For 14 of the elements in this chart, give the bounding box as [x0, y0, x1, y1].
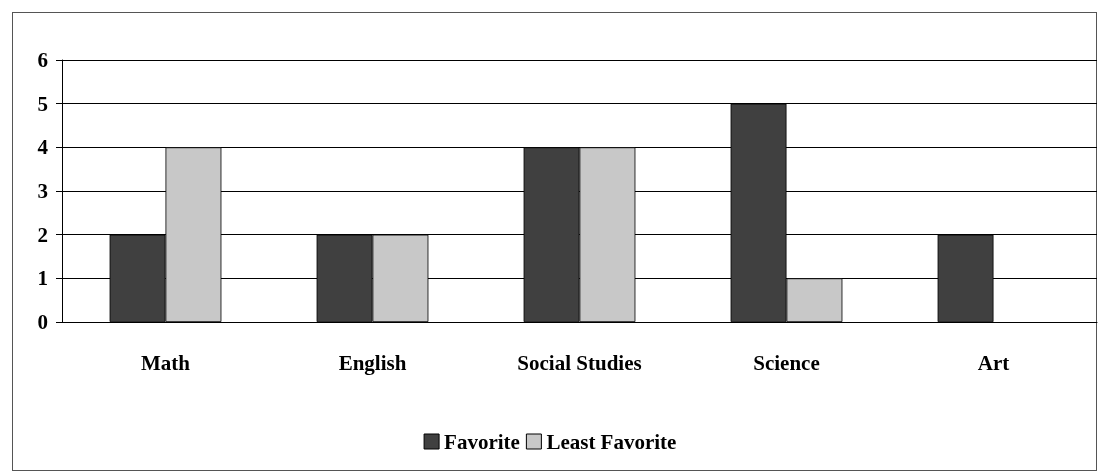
y-tick-label: 4	[37, 135, 49, 160]
x-tick-label: Art	[977, 350, 1010, 375]
x-tick-label: Math	[141, 350, 191, 375]
y-tick-label: 0	[37, 310, 48, 334]
legend-label: Favorite	[444, 429, 520, 454]
y-tick-label: 1	[37, 266, 48, 291]
y-tick-label: 6	[37, 48, 48, 72]
legend-label: Least Favorite	[546, 429, 677, 454]
y-tick-label: 3	[37, 179, 48, 203]
y-tick-label: 2	[37, 222, 48, 247]
y-tick-label: 5	[37, 91, 48, 116]
x-tick-label: Social Studies	[517, 350, 642, 375]
x-tick-label: Science	[753, 350, 820, 375]
x-tick-label: English	[338, 350, 407, 375]
